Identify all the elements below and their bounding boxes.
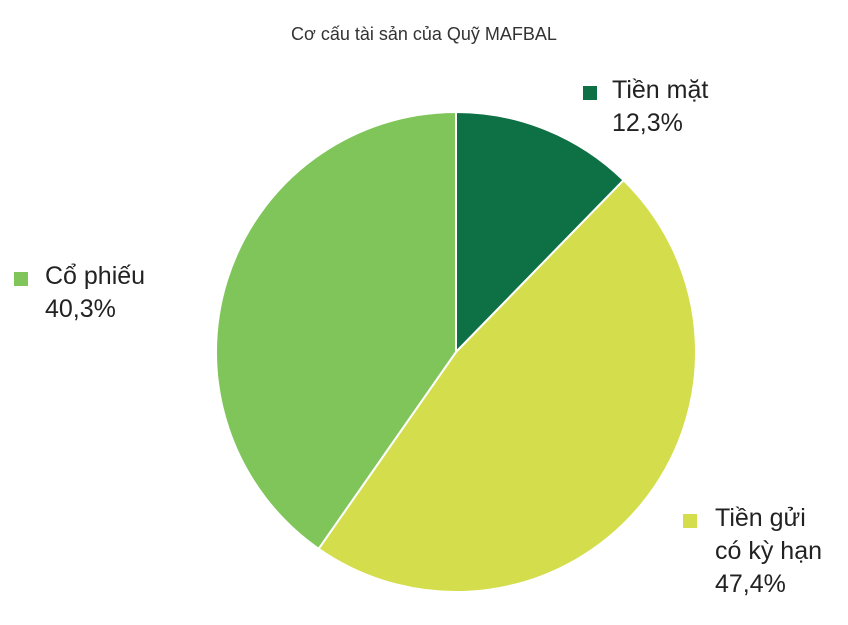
legend-label: Tiền mặt: [612, 76, 709, 104]
legend-label: Tiền gửi có kỳ hạn: [715, 504, 823, 565]
legend-entry: Tiền gửi có kỳ hạn 47,4%: [715, 502, 830, 601]
legend-swatch: [683, 514, 697, 528]
legend-entry: Cổ phiếu 40,3%: [45, 260, 245, 326]
data-label: 47,4%: [715, 570, 786, 598]
data-label: 40,3%: [45, 295, 116, 323]
chart-title: Cơ cấu tài sản của Quỹ MAFBAL: [291, 24, 557, 44]
data-label: 12,3%: [612, 109, 683, 137]
legend-entry: Tiền mặt 12,3%: [612, 74, 812, 140]
legend-swatch: [583, 86, 597, 100]
pie-slice: [215, 110, 457, 551]
legend-label: Cổ phiếu: [45, 262, 146, 290]
pie-slice: [317, 178, 698, 593]
pie-slice: [455, 110, 625, 355]
legend-swatch: [14, 272, 28, 286]
